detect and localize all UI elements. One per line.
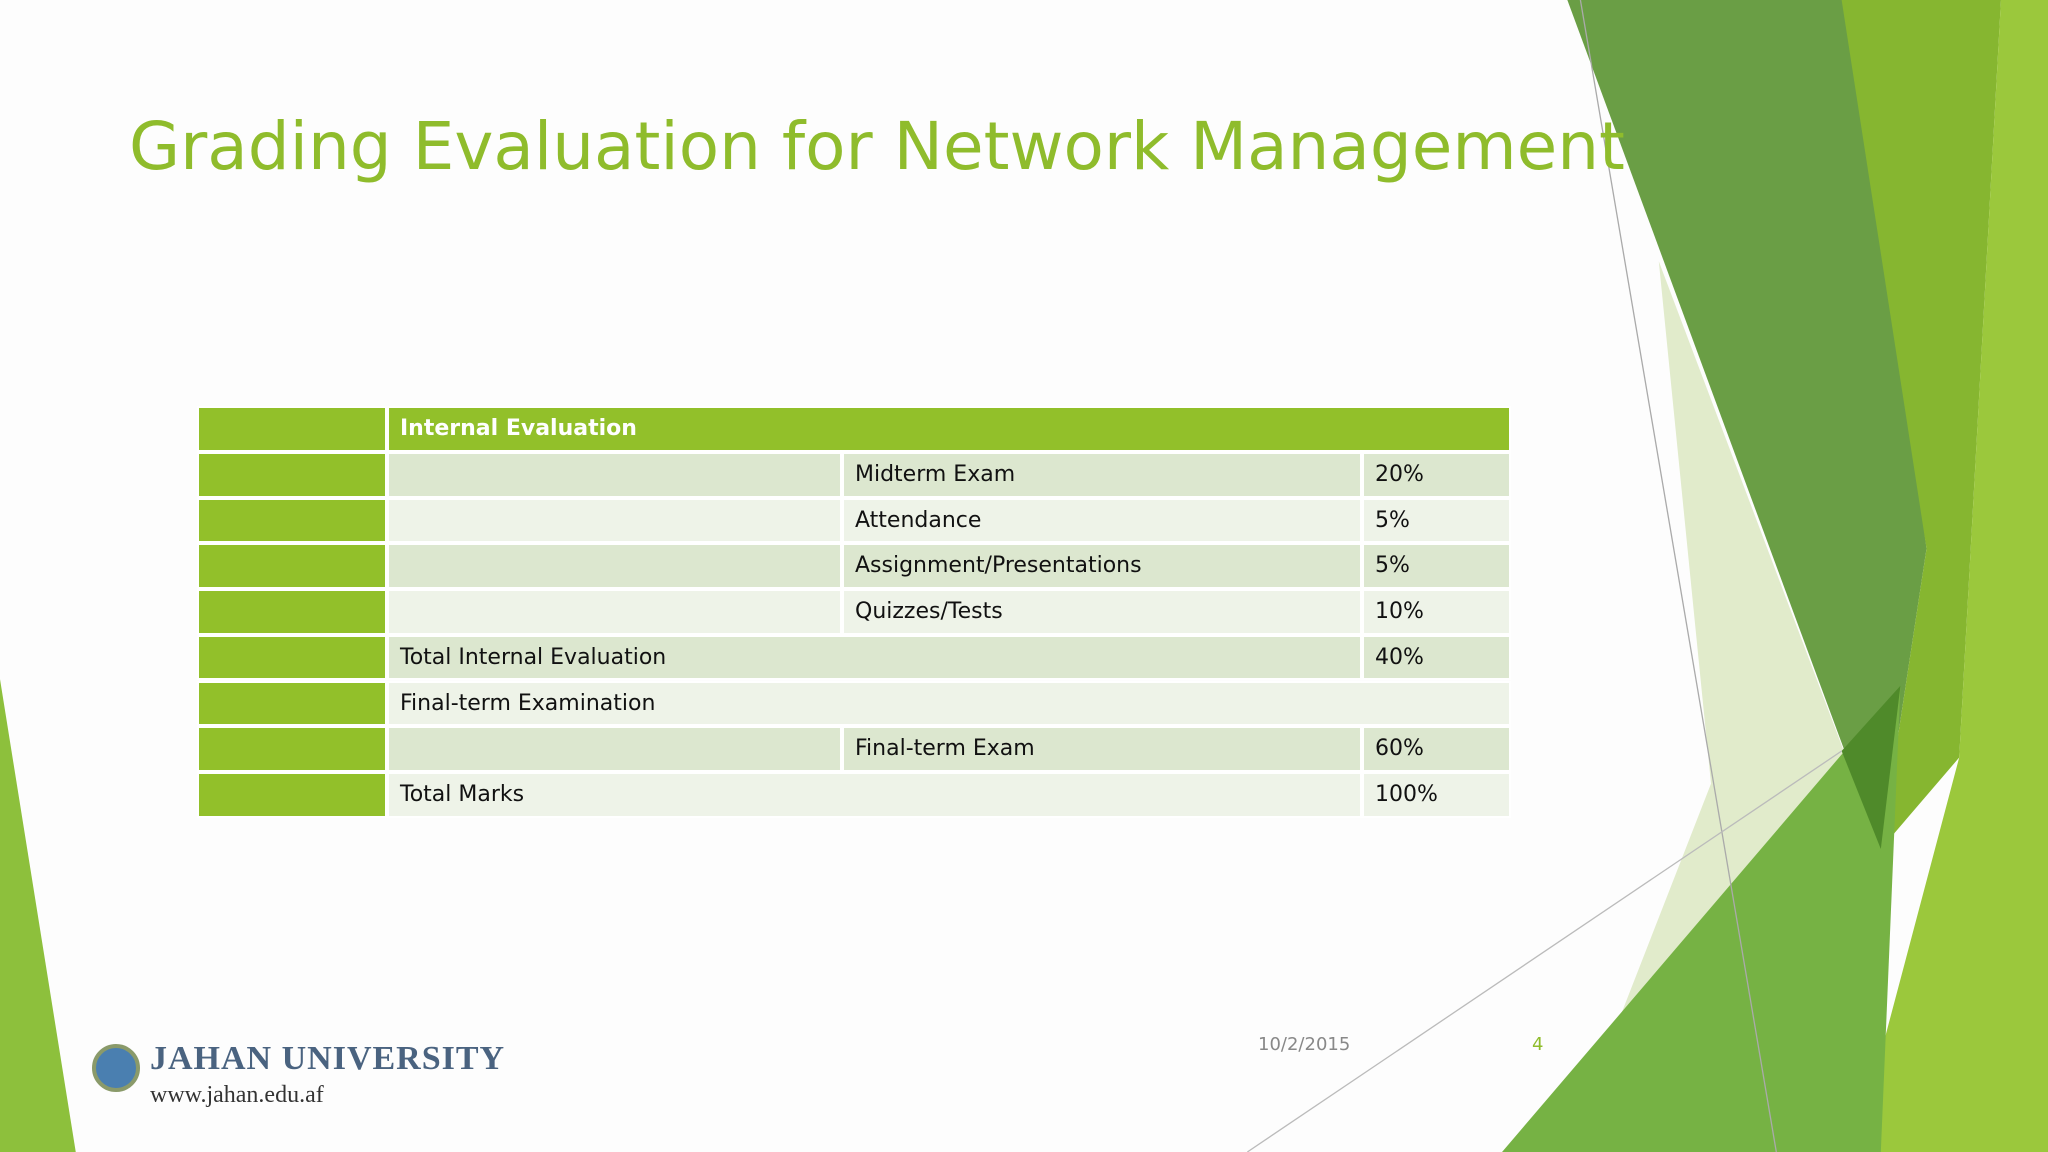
item-cell: Final-term Exam <box>842 726 1362 772</box>
weight-cell: 40% <box>1362 634 1511 681</box>
blank-cell <box>387 452 842 498</box>
shape <box>0 679 76 1152</box>
row-stub <box>197 589 387 635</box>
logo-name: JAHAN UNIVERSITY <box>150 1040 506 1077</box>
slide-title: Grading Evaluation for Network Managemen… <box>129 108 1625 185</box>
thin-line <box>1246 750 1842 1152</box>
row-stub <box>197 497 387 544</box>
blank-cell <box>387 726 842 772</box>
label-cell: Final-term Examination <box>387 680 1511 727</box>
item-cell: Midterm Exam <box>842 452 1362 498</box>
label-cell: Total Internal Evaluation <box>387 634 1362 681</box>
shape <box>1854 0 2048 1152</box>
logo: JAHAN UNIVERSITY www.jahan.edu.af <box>86 1036 504 1116</box>
row-stub <box>197 543 387 590</box>
header-cell: Internal Evaluation <box>387 406 1511 452</box>
thin-line <box>1579 0 1777 1152</box>
row-stub <box>197 771 387 818</box>
weight-cell: 10% <box>1362 589 1511 635</box>
shape <box>1841 685 1901 849</box>
row-stub <box>197 452 387 498</box>
weight-cell: 5% <box>1362 497 1511 544</box>
footer-date: 10/2/2015 <box>1258 1034 1351 1055</box>
weight-cell: 60% <box>1362 726 1511 772</box>
blank-cell <box>387 497 842 544</box>
shape <box>1502 685 1901 1152</box>
blank-cell <box>387 589 842 635</box>
blank-cell <box>387 543 842 590</box>
item-cell: Assignment/Presentations <box>842 543 1362 590</box>
row-stub <box>197 680 387 727</box>
logo-url: www.jahan.edu.af <box>150 1082 324 1108</box>
page-number: 4 <box>1532 1034 1544 1055</box>
logo-globe <box>92 1044 140 1092</box>
item-cell: Quizzes/Tests <box>842 589 1362 635</box>
weight-cell: 20% <box>1362 452 1511 498</box>
header-stub <box>197 406 387 452</box>
row-stub <box>197 634 387 681</box>
label-cell: Total Marks <box>387 771 1362 818</box>
shape <box>1841 0 2001 849</box>
row-stub <box>197 726 387 772</box>
weight-cell: 100% <box>1362 771 1511 818</box>
weight-cell: 5% <box>1362 543 1511 590</box>
shape <box>1567 0 1927 849</box>
item-cell: Attendance <box>842 497 1362 544</box>
